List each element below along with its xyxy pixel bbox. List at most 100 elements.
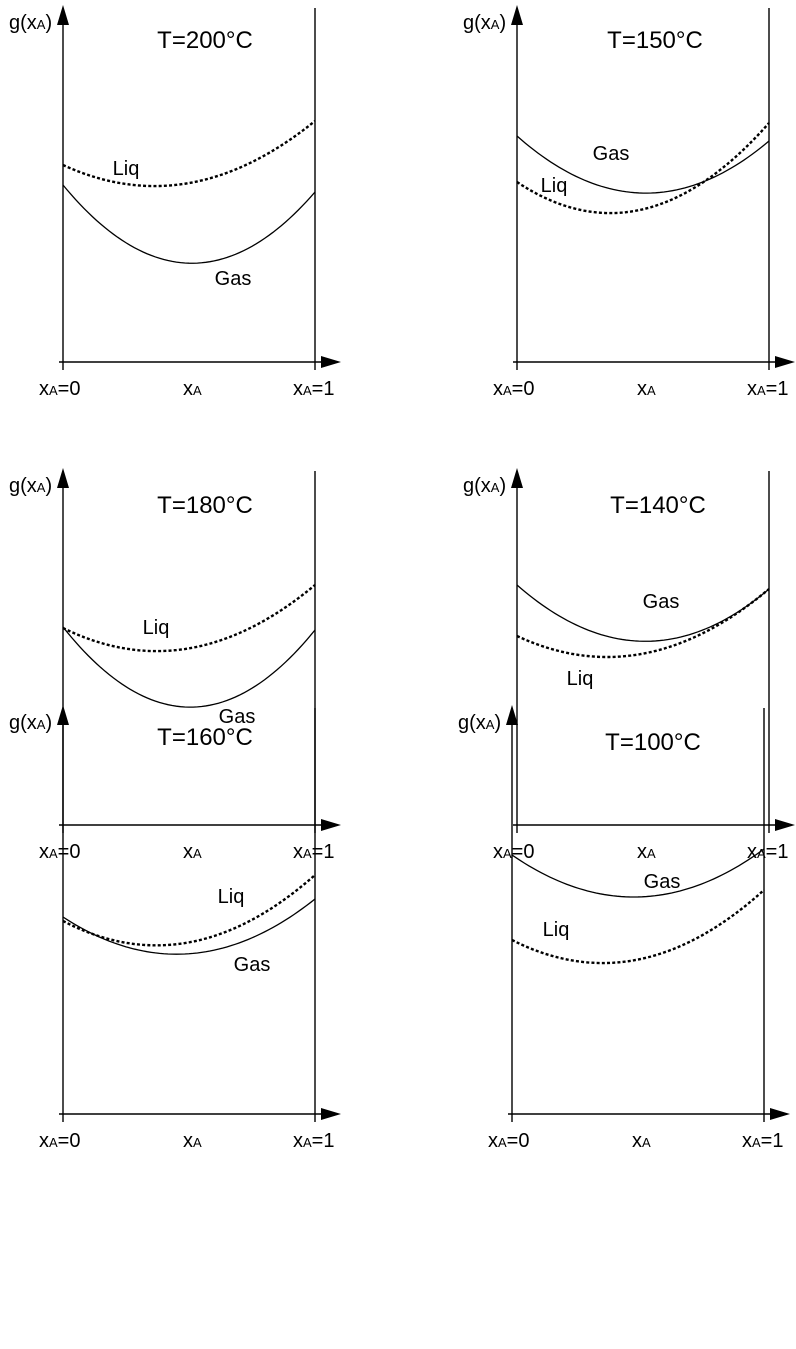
x-label-mid: xA	[183, 1130, 202, 1152]
x-left-main: x	[493, 841, 503, 863]
x-axis-arrow-icon	[321, 819, 341, 831]
x-left-sub: A	[49, 383, 58, 398]
x-mid-sub: A	[193, 1135, 202, 1150]
y-axis-arrow-icon	[506, 705, 518, 725]
x-right-rest: =1	[312, 1130, 335, 1152]
x-mid-sub: A	[647, 383, 656, 398]
x-right-main: x	[742, 1130, 752, 1152]
y-label-sub: A	[37, 480, 46, 495]
x-label-mid: xA	[637, 378, 656, 400]
panel-title: T=140°C	[610, 492, 706, 519]
x-mid-main: x	[183, 1130, 193, 1152]
y-axis-label: g(xA)	[9, 712, 52, 734]
x-right-main: x	[293, 378, 303, 400]
x-label-left: xA=0	[39, 1130, 80, 1152]
y-axis-label: g(xA)	[458, 712, 501, 734]
y-label-main: g(x	[458, 712, 486, 734]
x-mid-main: x	[632, 1130, 642, 1152]
y-label-close: )	[499, 12, 506, 34]
gas-label: Gas	[219, 706, 256, 728]
x-mid-sub: A	[647, 846, 656, 861]
x-left-rest: =0	[512, 378, 535, 400]
x-label-left: xA=0	[493, 378, 534, 400]
x-right-main: x	[293, 1130, 303, 1152]
panel-title: T=100°C	[605, 729, 701, 756]
y-label-close: )	[45, 475, 52, 497]
y-axis-label: g(xA)	[463, 475, 506, 497]
y-axis-arrow-icon	[57, 705, 69, 725]
gas-label: Gas	[644, 871, 681, 893]
x-left-sub: A	[49, 846, 58, 861]
x-right-sub: A	[752, 1135, 761, 1150]
x-label-mid: xA	[632, 1130, 651, 1152]
x-left-main: x	[39, 1130, 49, 1152]
x-left-main: x	[493, 378, 503, 400]
x-right-sub: A	[303, 846, 312, 861]
x-label-right: xA=1	[293, 841, 334, 863]
x-label-left: xA=0	[493, 841, 534, 863]
gas-label: Gas	[234, 954, 271, 976]
liq-label: Liq	[218, 886, 245, 908]
y-label-main: g(x	[9, 12, 37, 34]
gas-label: Gas	[643, 591, 680, 613]
x-right-sub: A	[757, 846, 766, 861]
x-left-main: x	[39, 378, 49, 400]
gas-curve	[516, 135, 770, 194]
y-label-close: )	[494, 712, 501, 734]
liq-curve	[62, 874, 316, 947]
x-left-rest: =0	[58, 378, 81, 400]
x-right-rest: =1	[761, 1130, 784, 1152]
liq-label: Liq	[113, 158, 140, 180]
x-mid-sub: A	[193, 383, 202, 398]
x-axis-arrow-icon	[770, 1108, 790, 1120]
y-label-sub: A	[486, 717, 495, 732]
y-label-sub: A	[37, 717, 46, 732]
liq-curve	[62, 584, 316, 653]
x-right-rest: =1	[312, 841, 335, 863]
panel-title: T=200°C	[157, 27, 253, 54]
x-left-main: x	[39, 841, 49, 863]
x-right-sub: A	[303, 383, 312, 398]
x-right-main: x	[747, 378, 757, 400]
x-left-rest: =0	[58, 841, 81, 863]
y-label-sub: A	[491, 480, 500, 495]
x-label-right: xA=1	[747, 841, 788, 863]
x-mid-main: x	[637, 378, 647, 400]
x-mid-main: x	[637, 841, 647, 863]
x-right-rest: =1	[312, 378, 335, 400]
liq-label: Liq	[143, 617, 170, 639]
x-left-rest: =0	[58, 1130, 81, 1152]
gas-curve	[62, 626, 316, 708]
y-label-sub: A	[37, 17, 46, 32]
panel-title: T=150°C	[607, 27, 703, 54]
x-mid-sub: A	[193, 846, 202, 861]
y-label-main: g(x	[463, 12, 491, 34]
x-label-right: xA=1	[742, 1130, 783, 1152]
x-label-mid: xA	[183, 841, 202, 863]
gas-curve	[62, 184, 316, 264]
y-label-main: g(x	[463, 475, 491, 497]
liq-label: Liq	[567, 668, 594, 690]
x-label-right: xA=1	[293, 378, 334, 400]
x-left-rest: =0	[507, 1130, 530, 1152]
gas-curve	[511, 848, 765, 898]
y-axis-arrow-icon	[511, 5, 523, 25]
y-axis-label: g(xA)	[9, 12, 52, 34]
x-left-main: x	[488, 1130, 498, 1152]
x-mid-main: x	[183, 378, 193, 400]
y-label-close: )	[45, 712, 52, 734]
y-label-close: )	[45, 12, 52, 34]
y-label-sub: A	[491, 17, 500, 32]
x-left-rest: =0	[512, 841, 535, 863]
x-axis-arrow-icon	[775, 819, 795, 831]
gas-label: Gas	[593, 143, 630, 165]
liq-curve	[62, 120, 316, 188]
x-axis-arrow-icon	[775, 356, 795, 368]
x-label-mid: xA	[183, 378, 202, 400]
